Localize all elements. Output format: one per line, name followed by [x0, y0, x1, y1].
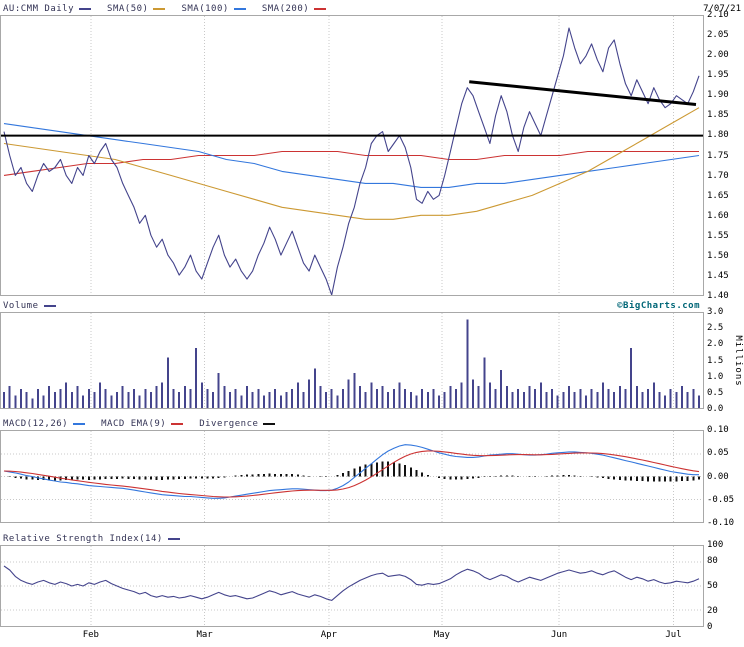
- rsi-line-swatch: [167, 537, 180, 540]
- rsi-chart-canvas: [1, 546, 703, 626]
- price-tick-label: 1.75: [707, 150, 729, 161]
- month-label: Apr: [320, 630, 337, 640]
- volume-tick-label: 0.0: [707, 404, 724, 414]
- volume-tick-label: 2.5: [707, 323, 724, 334]
- price-chart-canvas: [1, 16, 703, 295]
- rsi-tick-label: 100: [707, 540, 724, 550]
- divergence-legend-item: Divergence: [199, 418, 276, 429]
- rsi-tick-label: 20: [707, 605, 718, 616]
- symbol-legend-item: AU:CMM Daily: [3, 3, 92, 14]
- rsi-panel: [0, 545, 704, 627]
- price-tick-label: 1.50: [707, 250, 729, 261]
- price-tick-label: 2.05: [707, 30, 729, 41]
- volume-axis-unit-label: Millions: [733, 334, 743, 387]
- volume-tick-label: 3.0: [707, 307, 724, 317]
- price-tick-label: 1.55: [707, 230, 729, 241]
- price-tick-label: 2.00: [707, 50, 729, 61]
- price-tick-label: 1.80: [707, 130, 729, 141]
- volume-label: Volume: [3, 300, 39, 311]
- rsi-panel-row: 100 80 50 20 0: [0, 540, 744, 632]
- volume-tick-label: 0.5: [707, 387, 724, 398]
- macd-tick-label: -0.10: [707, 518, 735, 528]
- rsi-tick-label: 80: [707, 556, 718, 567]
- price-tick-label: 1.90: [707, 90, 729, 101]
- macd-chart-canvas: [1, 431, 703, 522]
- macd-legend-row: MACD(12,26) MACD EMA(9) Divergence: [0, 417, 744, 430]
- sma100-line-swatch: [233, 7, 246, 10]
- volume-legend-item: Volume: [3, 301, 56, 311]
- volume-chart-canvas: [3, 313, 700, 408]
- price-panel: [0, 15, 704, 296]
- rsi-label: Relative Strength Index(14): [3, 533, 163, 544]
- month-label: Jul: [665, 630, 682, 640]
- macd-panel: [0, 430, 704, 523]
- price-tick-label: 1.70: [707, 170, 729, 181]
- rsi-y-axis: 100 80 50 20 0: [704, 540, 744, 632]
- month-label: May: [433, 630, 450, 640]
- sma50-legend-item: SMA(50): [107, 3, 166, 14]
- symbol-label: AU:CMM Daily: [3, 3, 75, 14]
- volume-tick-label: 1.5: [707, 355, 724, 366]
- volume-panel: [0, 312, 704, 409]
- x-axis-month-labels: Feb Mar Apr May Jun Jul: [1, 630, 703, 644]
- volume-panel-row: Millions 3.0 2.5 2.0 1.5 1.0 0.5 0.0: [0, 307, 744, 414]
- macd-panel-row: 0.10 0.05 0.00 -0.05 -0.10: [0, 425, 744, 528]
- month-label: Mar: [196, 630, 213, 640]
- price-tick-label: 1.65: [707, 190, 729, 201]
- price-legend-row: AU:CMM Daily SMA(50) SMA(100) SMA(200) 7…: [0, 2, 744, 15]
- volume-y-axis: Millions 3.0 2.5 2.0 1.5 1.0 0.5 0.0: [704, 307, 744, 414]
- price-tick-label: 1.85: [707, 110, 729, 121]
- price-tick-label: 1.95: [707, 70, 729, 81]
- macd-ema-label: MACD EMA(9): [101, 418, 167, 429]
- bigcharts-watermark: ©BigCharts.com: [617, 300, 700, 311]
- sma200-legend-item: SMA(200): [261, 3, 327, 14]
- macd-y-axis: 0.10 0.05 0.00 -0.05 -0.10: [704, 425, 744, 528]
- sma100-label: SMA(100): [181, 3, 229, 14]
- month-label: Jun: [550, 630, 568, 640]
- macd-ema-legend-item: MACD EMA(9): [101, 418, 184, 429]
- macd-tick-label: -0.05: [707, 494, 735, 505]
- macd-ema-line-swatch: [171, 422, 184, 425]
- sma100-legend-item: SMA(100): [181, 3, 246, 14]
- sma200-line-swatch: [314, 7, 327, 10]
- sma50-label: SMA(50): [107, 3, 149, 14]
- volume-legend-row: Volume ©BigCharts.com: [0, 299, 744, 312]
- macd-tick-label: 0.10: [707, 425, 729, 435]
- volume-tick-label: 2.0: [707, 339, 724, 350]
- price-tick-label: 1.40: [707, 291, 729, 301]
- macd-label: MACD(12,26): [3, 418, 69, 429]
- rsi-legend-item: Relative Strength Index(14): [3, 534, 180, 544]
- macd-line-swatch: [73, 422, 86, 425]
- volume-bar-swatch: [43, 304, 56, 307]
- price-y-axis: 2.10 2.05 2.00 1.95 1.90 1.85 1.80 1.75 1.70 1.65…: [704, 10, 744, 301]
- chart-date: 7/07/21: [703, 3, 741, 14]
- month-label: Feb: [82, 630, 99, 640]
- volume-tick-label: 1.0: [707, 371, 724, 382]
- sma200-label: SMA(200): [261, 3, 310, 14]
- price-panel-row: 2.10 2.05 2.00 1.95 1.90 1.85 1.80 1.75 1.70 1.65…: [0, 10, 744, 301]
- price-tick-label: 1.60: [707, 210, 729, 221]
- macd-tick-label: 0.05: [707, 448, 729, 459]
- divergence-bar-swatch: [263, 422, 276, 425]
- sma50-line-swatch: [153, 7, 166, 10]
- price-tick-label: 2.10: [707, 10, 729, 20]
- rsi-legend-row: Relative Strength Index(14): [0, 532, 744, 545]
- macd-legend-item: MACD(12,26): [3, 418, 86, 429]
- rsi-tick-label: 50: [707, 581, 718, 591]
- rsi-tick-label: 0: [707, 622, 713, 632]
- macd-tick-label: 0.00: [707, 471, 729, 482]
- divergence-label: Divergence: [199, 418, 259, 429]
- price-line-swatch: [79, 7, 92, 10]
- price-tick-label: 1.45: [707, 270, 729, 281]
